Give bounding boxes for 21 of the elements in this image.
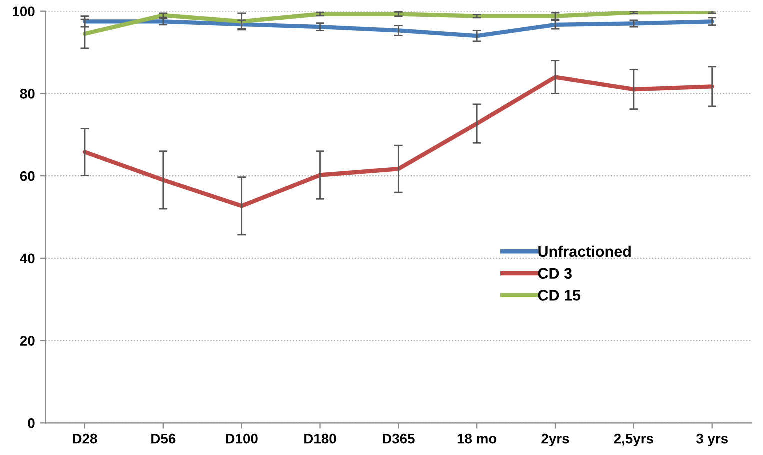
y-tick-label: 80 [20, 89, 35, 99]
x-tick-label: 3 yrs [696, 434, 728, 447]
y-tick-label: 20 [20, 336, 35, 346]
x-tick-label: 18 mo [458, 434, 497, 444]
y-tick-label: 40 [20, 254, 35, 264]
legend-label: Unfractioned [538, 246, 631, 258]
line-series [82, 11, 714, 36]
x-tick-label: D100 [226, 434, 258, 444]
line-series [82, 20, 714, 38]
y-tick-label: 100 [13, 6, 35, 17]
y-tick-label: 0 [28, 418, 35, 428]
y-tick-label: 60 [20, 171, 35, 182]
x-tick-label: D180 [304, 434, 336, 444]
x-tick-label: D56 [152, 434, 176, 444]
legend-label: CD 15 [538, 290, 581, 301]
legend-label: CD 3 [538, 268, 572, 280]
x-tick-label: D28 [73, 434, 98, 444]
line-series [82, 75, 714, 208]
x-tick-label: D365 [382, 434, 415, 444]
x-tick-label: 2,5yrs [614, 434, 654, 447]
x-tick-label: 2yrs [542, 434, 570, 447]
